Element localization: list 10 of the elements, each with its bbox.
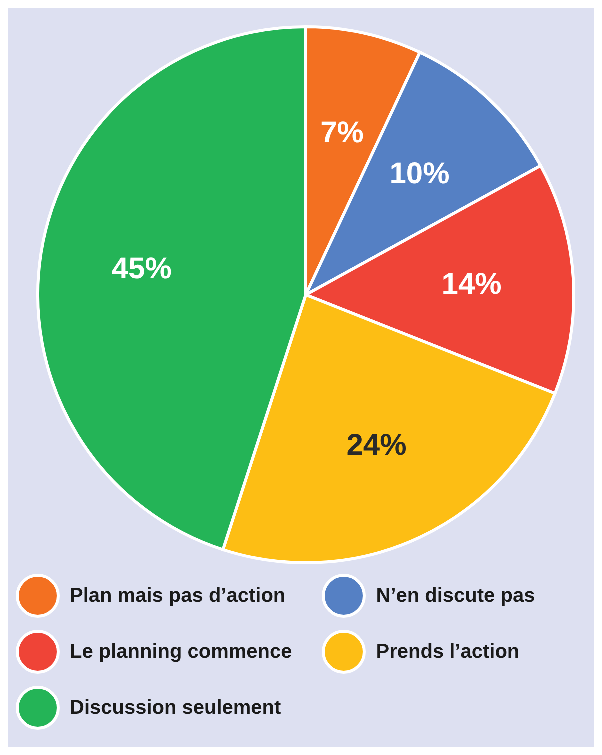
legend-label: N’en discute pas <box>376 584 536 608</box>
data-label: 24% <box>346 428 407 462</box>
legend-label: Le planning commence <box>70 640 292 664</box>
legend-label: Discussion seulement <box>70 696 282 720</box>
data-label: 14% <box>442 268 502 302</box>
data-label: 7% <box>320 116 364 150</box>
data-label: 45% <box>112 252 172 286</box>
legend-label: Prends l’action <box>376 640 520 664</box>
data-label: 10% <box>390 157 450 190</box>
legend-label: Plan mais pas d’action <box>70 584 286 608</box>
